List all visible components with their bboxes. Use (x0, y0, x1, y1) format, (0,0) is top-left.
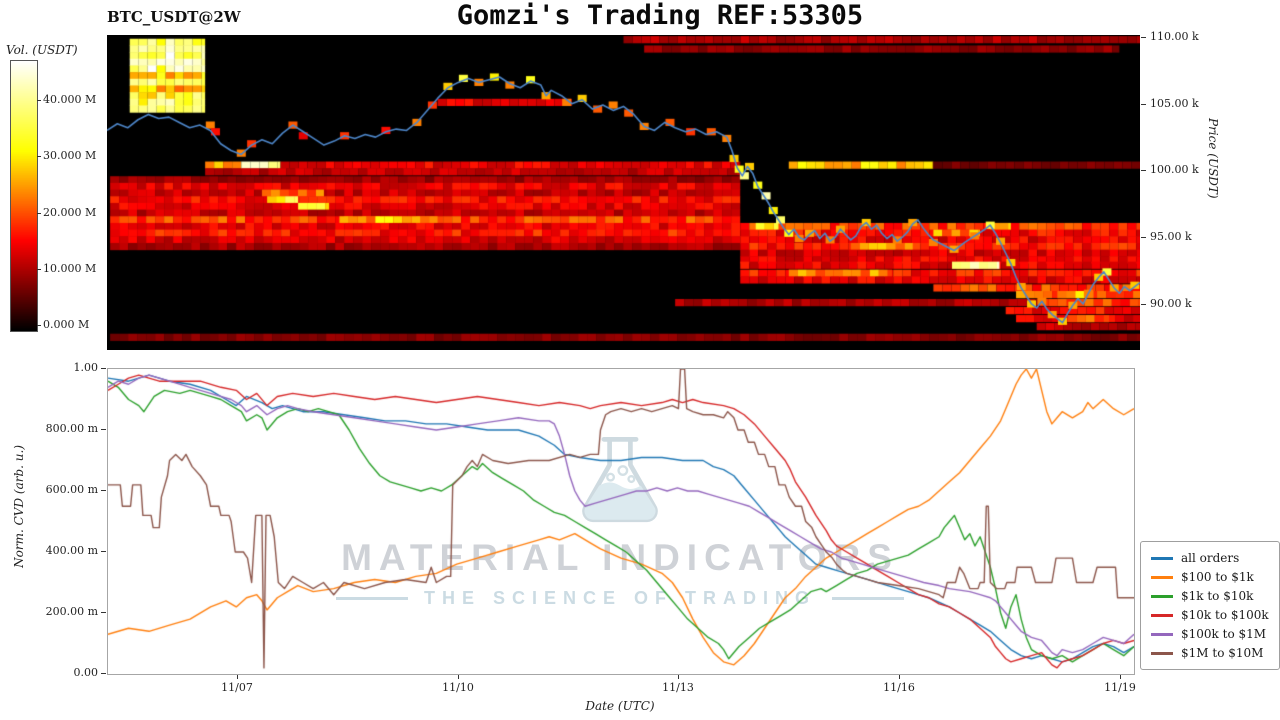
colorbar-tick-mark (37, 213, 41, 214)
cvd-xtick-mark (237, 674, 238, 679)
price-tick-label: 110.00 k (1150, 30, 1199, 43)
cvd-ytick-mark (101, 673, 106, 674)
legend-item: $10k to $100k (1151, 607, 1269, 623)
colorbar-tick-mark (37, 325, 41, 326)
legend-swatch (1151, 613, 1173, 617)
cvd-xtick-label: 11/13 (662, 681, 694, 694)
cvd-chart (108, 369, 1134, 674)
legend-item: all orders (1151, 550, 1269, 566)
colorbar-tick-label: 10.000 M (43, 262, 97, 275)
price-tick-mark (1141, 37, 1146, 38)
legend-item: $100 to $1k (1151, 569, 1269, 585)
cvd-xtick-mark (1120, 674, 1121, 679)
cvd-y-axis-label: Norm. CVD (arb. u.) (12, 445, 26, 568)
cvd-ytick-mark (101, 551, 106, 552)
cvd-ytick-label: 200.00 m (45, 605, 98, 618)
cvd-ytick-mark (101, 612, 106, 613)
legend-swatch (1151, 575, 1173, 579)
colorbar-tick-label: 20.000 M (43, 206, 97, 219)
cvd-ytick-label: 0.00 (73, 666, 99, 679)
colorbar-tick-mark (37, 100, 41, 101)
price-axis-label: Price (USDT) (1206, 118, 1220, 199)
cvd-xtick-mark (458, 674, 459, 679)
cvd-xtick-mark (899, 674, 900, 679)
page-title: Gomzi's Trading REF:53305 (456, 0, 864, 31)
colorbar-label: Vol. (USDT) (6, 43, 78, 57)
cvd-plot-area (107, 368, 1135, 675)
legend-item-label: $100 to $1k (1181, 570, 1254, 584)
price-tick-label: 95.00 k (1150, 230, 1192, 243)
price-tick-label: 100.00 k (1150, 163, 1199, 176)
legend-item-label: $1k to $10k (1181, 589, 1254, 603)
cvd-ytick-label: 400.00 m (45, 544, 98, 557)
cvd-xtick-label: 11/10 (442, 681, 474, 694)
cvd-ytick-mark (101, 490, 106, 491)
pair-label: BTC_USDT@2W (107, 8, 241, 26)
colorbar-tick-label: 40.000 M (43, 93, 97, 106)
colorbar-tick-mark (37, 156, 41, 157)
price-tick-label: 90.00 k (1150, 297, 1192, 310)
legend-item: $1k to $10k (1151, 588, 1269, 604)
price-tick-mark (1141, 170, 1146, 171)
cvd-xtick-mark (678, 674, 679, 679)
cvd-xtick-label: 11/16 (883, 681, 915, 694)
legend-item-label: $10k to $100k (1181, 608, 1269, 622)
cvd-ytick-mark (101, 429, 106, 430)
colorbar-tick-label: 0.000 M (43, 318, 90, 331)
colorbar-tick-label: 30.000 M (43, 149, 97, 162)
legend-item-label: $1M to $10M (1181, 646, 1264, 660)
cvd-ytick-label: 800.00 m (45, 422, 98, 435)
colorbar-tick-mark (37, 269, 41, 270)
cvd-xtick-label: 11/07 (221, 681, 253, 694)
cvd-x-axis-label: Date (UTC) (585, 699, 655, 713)
colorbar-gradient (10, 60, 38, 332)
cvd-ytick-mark (101, 368, 106, 369)
legend-item-label: all orders (1181, 551, 1240, 565)
cvd-ytick-label: 1.00 (73, 361, 99, 374)
price-tick-label: 105.00 k (1150, 97, 1199, 110)
legend-swatch (1151, 651, 1173, 655)
cvd-xtick-label: 11/19 (1104, 681, 1136, 694)
price-tick-mark (1141, 237, 1146, 238)
legend-swatch (1151, 632, 1173, 636)
legend-item-label: $100k to $1M (1181, 627, 1267, 641)
legend: all orders $100 to $1k $1k to $10k $10k to … (1140, 541, 1280, 670)
price-tick-mark (1141, 104, 1146, 105)
cvd-ytick-label: 600.00 m (45, 483, 98, 496)
legend-swatch (1151, 556, 1173, 560)
legend-item: $1M to $10M (1151, 645, 1269, 661)
price-tick-mark (1141, 304, 1146, 305)
legend-item: $100k to $1M (1151, 626, 1269, 642)
volume-heatmap-chart (107, 35, 1140, 350)
legend-swatch (1151, 594, 1173, 598)
